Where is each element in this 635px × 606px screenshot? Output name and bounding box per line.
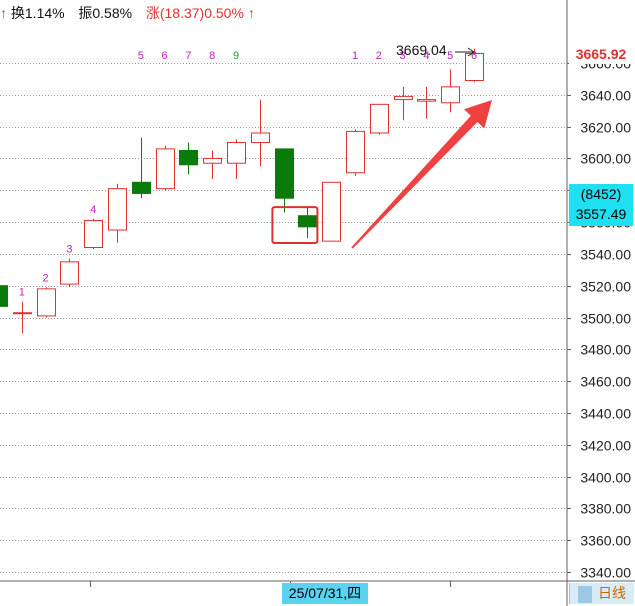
- annotations: [271, 47, 492, 249]
- candle: [298, 206, 317, 238]
- count-label: 2: [43, 272, 49, 284]
- count-label: 2: [376, 50, 382, 62]
- candle-body: [84, 219, 103, 249]
- count-label: 7: [185, 50, 191, 62]
- candle: [251, 99, 270, 167]
- count-label: 1: [19, 287, 25, 299]
- cursor-date-badge: 25/07/31,四: [282, 583, 368, 604]
- count-label: 3: [400, 50, 406, 62]
- candle-body: [346, 130, 365, 174]
- price-tick-label: 3620.00: [580, 120, 631, 136]
- candle: [37, 287, 56, 318]
- candle: [441, 69, 460, 113]
- amplitude-stat: 振0.58%: [78, 5, 133, 21]
- price-tick-label: 3540.00: [580, 247, 631, 263]
- count-label: 5: [447, 50, 453, 62]
- cursor-price: 3557.49: [575, 206, 627, 222]
- candle: [60, 258, 79, 288]
- candle-body: [13, 312, 32, 315]
- candle-body: [132, 181, 151, 194]
- candle-body: [108, 188, 127, 231]
- candle-body: [275, 148, 294, 199]
- high-leader-arrow: [467, 47, 475, 57]
- candle-body: [417, 99, 436, 102]
- price-tick-label: 3520.00: [580, 279, 631, 295]
- price-tick-label: 3440.00: [580, 406, 631, 422]
- candle: [156, 145, 175, 191]
- price-tick-label: 3640.00: [580, 88, 631, 104]
- candle-body: [60, 261, 79, 285]
- price-tick-label: 3500.00: [580, 311, 631, 327]
- candle-body: [203, 157, 222, 164]
- price-grid: [0, 63, 567, 573]
- turnover-stat: 换1.14%: [10, 5, 65, 21]
- candle-body: [179, 149, 198, 166]
- count-label: 1: [352, 50, 358, 62]
- cursor-volume: (8452): [580, 186, 622, 202]
- price-tick-label: 3460.00: [580, 374, 631, 390]
- price-tick-label: 3600.00: [580, 151, 631, 167]
- time-ticks: [90, 581, 451, 587]
- arrow-up-icon-2: ↑: [247, 5, 255, 21]
- candle-body: [0, 285, 8, 307]
- candle-body: [322, 181, 341, 242]
- candle-body: [370, 103, 389, 134]
- count-label: 6: [471, 50, 477, 62]
- highlight-box: [271, 206, 319, 244]
- price-tick-label: 3480.00: [580, 342, 631, 358]
- candle: [465, 48, 484, 83]
- candle: [108, 183, 127, 243]
- price-tick-label: 3340.00: [580, 565, 631, 581]
- candle: [84, 218, 103, 250]
- candle-body: [251, 132, 270, 144]
- price-tick-label: 3420.00: [580, 438, 631, 454]
- trend-arrow: [351, 100, 492, 249]
- arrow-up-icon: ↑: [0, 5, 7, 21]
- candle-body: [156, 148, 175, 190]
- candle: [227, 139, 246, 180]
- candle: [0, 285, 8, 307]
- change-stat: 涨(18.37)0.50%: [145, 5, 244, 21]
- candle: [132, 137, 151, 199]
- candle: [275, 148, 294, 213]
- candle: [346, 129, 365, 176]
- count-label: 8: [209, 50, 215, 62]
- last-price-label: 3665.92: [569, 44, 633, 64]
- candle: [417, 86, 436, 119]
- period-tab-daily[interactable]: 日线: [569, 583, 634, 604]
- stats-header: ↑ 换1.14% 振0.58% 涨(18.37)0.50% ↑: [0, 0, 255, 26]
- count-label: 3: [66, 244, 72, 256]
- candle-body: [394, 95, 413, 101]
- count-label: 4: [423, 50, 429, 62]
- candle: [179, 142, 198, 175]
- count-label: 9: [233, 50, 239, 62]
- price-tick-label: 3400.00: [580, 470, 631, 486]
- count-label: 4: [90, 204, 96, 216]
- candle: [370, 103, 389, 135]
- candle: [13, 301, 32, 334]
- candle-body: [37, 288, 56, 317]
- candle-body: [441, 86, 460, 104]
- scroll-handle[interactable]: [578, 585, 592, 603]
- high-price-label: 3669.04: [396, 42, 447, 58]
- candle: [203, 150, 222, 180]
- candle: [394, 86, 413, 121]
- period-label: 日线: [598, 585, 626, 601]
- count-label: 5: [138, 50, 144, 62]
- price-tick-label: 3380.00: [580, 501, 631, 517]
- cursor-info-box: (8452) 3557.49: [569, 184, 633, 226]
- candles: [0, 48, 484, 334]
- count-label: 6: [162, 50, 168, 62]
- candle: [322, 181, 341, 242]
- price-tick-label: 3360.00: [580, 533, 631, 549]
- sequence-counts: 1 2 3 4 5 6 7 8 9 1 2 3 4 5 6: [19, 50, 477, 299]
- candle-body: [465, 52, 484, 81]
- candle-body: [227, 142, 246, 164]
- candle-body: [298, 215, 317, 228]
